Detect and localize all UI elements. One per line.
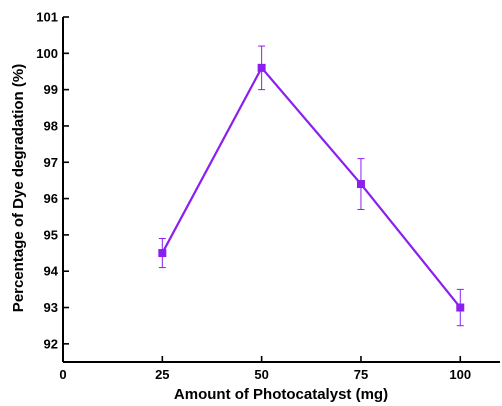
x-tick-label: 25 <box>155 367 169 382</box>
series-line <box>161 65 462 309</box>
data-point <box>158 249 167 258</box>
x-tick-label: 100 <box>449 367 471 382</box>
y-tick-label: 99 <box>44 82 58 97</box>
plot-area: 0 25 50 75 100 92 93 94 95 96 97 98 99 100 101 <box>36 10 471 383</box>
data-point <box>356 180 365 189</box>
y-tick-label: 101 <box>36 10 58 25</box>
data-layer <box>158 45 465 327</box>
x-tick-label: 75 <box>354 367 368 382</box>
x-axis-title: Amount of Photocatalyst (mg) <box>174 386 388 403</box>
x-tick-label: 50 <box>254 367 268 382</box>
y-tick-label: 100 <box>36 46 58 61</box>
data-point <box>456 303 465 312</box>
y-tick-label: 95 <box>44 227 58 242</box>
y-tick-label: 93 <box>44 300 58 315</box>
y-tick-label: 98 <box>44 118 58 133</box>
y-axis-title: Percentage of Dye degradation (%) <box>10 64 27 312</box>
y-tick-label: 92 <box>44 336 58 351</box>
y-tick-label: 96 <box>44 191 58 206</box>
y-tick-label: 97 <box>44 155 58 170</box>
x-tick-label: 0 <box>59 367 66 382</box>
y-tick-label: 94 <box>44 264 59 279</box>
data-point <box>257 63 266 72</box>
